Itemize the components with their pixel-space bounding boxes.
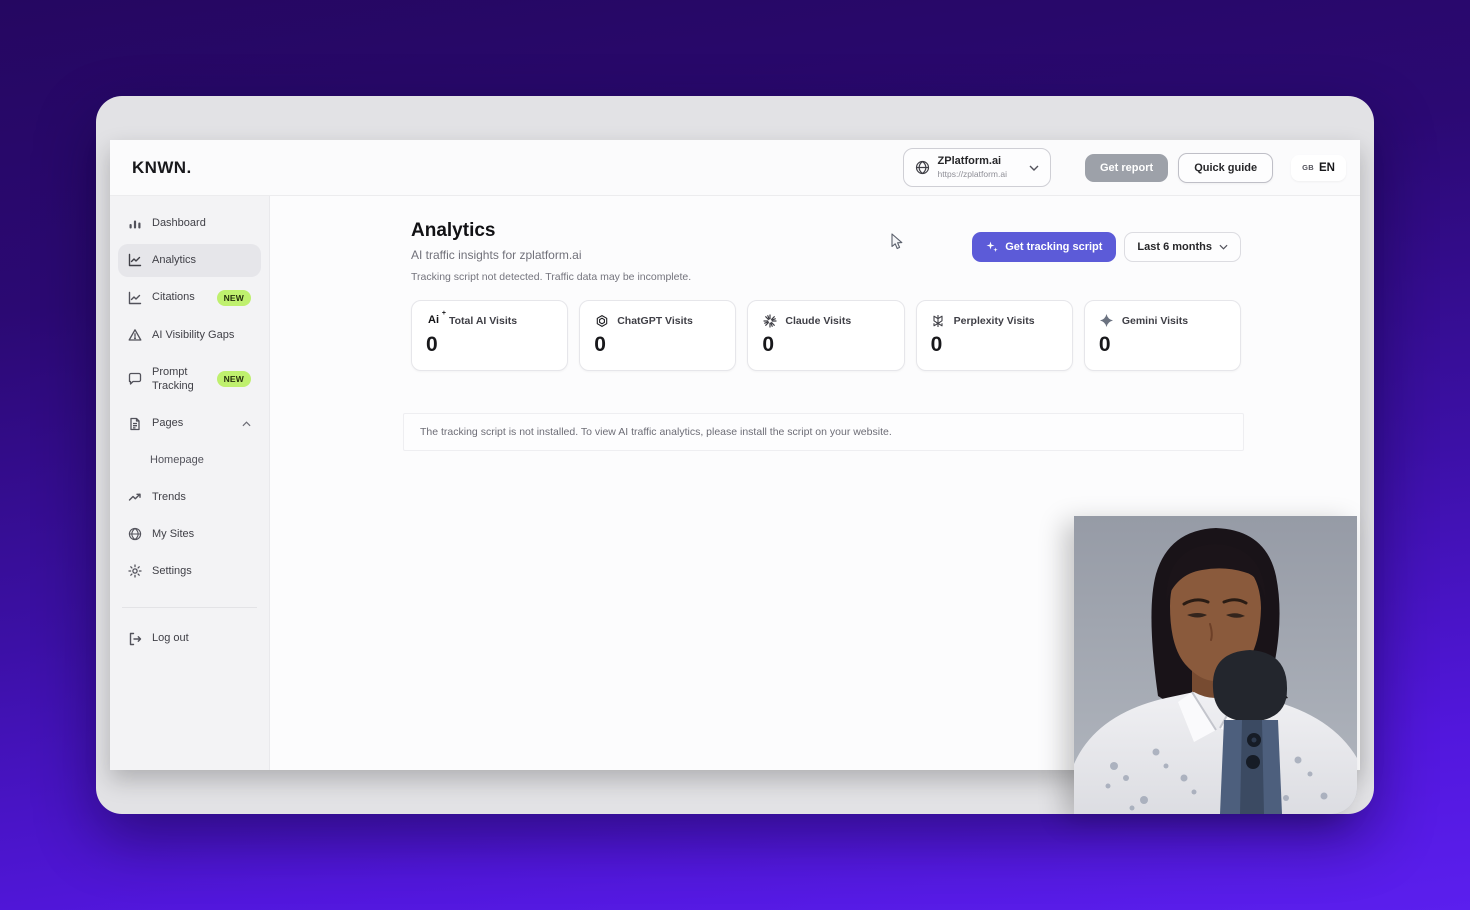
app-logo: KNWN. xyxy=(132,157,192,177)
warning-triangle-icon xyxy=(128,328,142,342)
stat-value: 0 xyxy=(594,333,606,356)
stat-label: ChatGPT Visits xyxy=(617,314,693,327)
quick-guide-button[interactable]: Quick guide xyxy=(1178,152,1274,183)
chevron-down-icon xyxy=(1029,165,1039,171)
language-code: GB xyxy=(1302,163,1315,172)
sidebar-item-label: Citations xyxy=(152,291,195,304)
sidebar-item-analytics[interactable]: Analytics xyxy=(118,243,261,277)
sidebar-item-citations[interactable]: Citations NEW xyxy=(118,281,261,315)
sidebar-item-settings[interactable]: Settings xyxy=(118,555,261,588)
sidebar: Dashboard Analytics Citations NEW xyxy=(110,196,270,770)
stat-value: 0 xyxy=(930,333,943,356)
stat-label: Claude Visits xyxy=(785,314,852,327)
stat-label: Gemini Visits xyxy=(1121,314,1189,327)
sidebar-item-label: My Sites xyxy=(152,527,195,540)
chevron-up-icon xyxy=(242,421,251,427)
site-selector-dropdown[interactable]: ZPlatform.ai https://zplatform.ai xyxy=(902,148,1051,187)
sparkles-icon xyxy=(986,241,998,253)
globe-icon xyxy=(915,160,930,175)
perplexity-icon xyxy=(931,313,946,328)
recording-frame: KNWN. ZPlatform.ai https://zplatform.ai xyxy=(96,96,1374,814)
site-url: https://zplatform.ai xyxy=(937,169,1007,180)
app-body: Dashboard Analytics Citations NEW xyxy=(110,196,1360,770)
stat-card-claude-visits: Claude Visits 0 xyxy=(747,300,905,371)
mouse-cursor xyxy=(891,233,905,256)
get-report-button[interactable]: Get report xyxy=(1085,153,1169,182)
sidebar-item-label: Prompt Tracking xyxy=(152,365,194,393)
sidebar-item-trends[interactable]: Trends xyxy=(118,481,261,514)
stat-card-perplexity-visits: Perplexity Visits 0 xyxy=(915,300,1073,371)
ai-plus-icon: Ai + xyxy=(428,310,446,326)
sidebar-item-label: Settings xyxy=(152,564,192,577)
page-actions: Get tracking script Last 6 months xyxy=(972,232,1241,262)
gemini-star-icon xyxy=(1099,313,1114,328)
chevron-down-icon xyxy=(1219,244,1228,250)
sidebar-item-label: Analytics xyxy=(152,253,197,266)
bar-chart-icon xyxy=(128,216,142,230)
sidebar-item-prompt-tracking[interactable]: Prompt Tracking NEW xyxy=(118,356,261,404)
app-window: KNWN. ZPlatform.ai https://zplatform.ai xyxy=(110,140,1360,770)
sidebar-item-label: Trends xyxy=(152,490,186,503)
document-icon xyxy=(128,417,142,431)
globe-icon xyxy=(128,527,142,541)
webcam-overlay xyxy=(1074,516,1357,814)
sidebar-item-dashboard[interactable]: Dashboard xyxy=(118,207,261,240)
chat-bubble-icon xyxy=(128,372,142,386)
sidebar-divider xyxy=(122,607,257,609)
sidebar-item-logout[interactable]: Log out xyxy=(118,622,261,655)
language-selector[interactable]: GB EN xyxy=(1291,154,1346,181)
openai-icon xyxy=(594,313,609,328)
stat-card-gemini-visits: Gemini Visits 0 xyxy=(1083,300,1242,371)
page-title: Analytics xyxy=(411,220,496,241)
tracking-script-banner: The tracking script is not installed. To… xyxy=(403,413,1244,451)
new-badge: NEW xyxy=(216,371,251,388)
gear-icon xyxy=(128,564,142,578)
site-name: ZPlatform.ai xyxy=(937,155,1002,168)
sidebar-item-my-sites[interactable]: My Sites xyxy=(118,518,261,551)
line-chart-icon xyxy=(128,291,142,305)
stats-row: Ai + Total AI Visits 0 xyxy=(411,300,1242,371)
stat-label: Perplexity Visits xyxy=(953,314,1035,327)
stat-label: Total AI Visits xyxy=(449,314,518,327)
get-tracking-script-button[interactable]: Get tracking script xyxy=(972,232,1117,262)
stat-card-chatgpt-visits: ChatGPT Visits 0 xyxy=(579,300,737,371)
sidebar-item-label: Pages xyxy=(152,417,184,430)
app-header: KNWN. ZPlatform.ai https://zplatform.ai xyxy=(110,140,1360,196)
stat-card-total-ai-visits: Ai + Total AI Visits 0 xyxy=(411,300,569,371)
sidebar-item-ai-visibility-gaps[interactable]: AI Visibility Gaps xyxy=(118,319,261,352)
tracking-status-note: Tracking script not detected. Traffic da… xyxy=(411,271,692,283)
stat-value: 0 xyxy=(1098,333,1111,356)
claude-starburst-icon xyxy=(762,313,777,328)
sidebar-item-label: Homepage xyxy=(150,454,204,467)
sidebar-item-homepage[interactable]: Homepage xyxy=(118,444,261,477)
header-actions: ZPlatform.ai https://zplatform.ai Get re… xyxy=(902,148,1346,187)
sidebar-item-label: AI Visibility Gaps xyxy=(152,328,235,341)
sidebar-item-label: Log out xyxy=(152,632,189,645)
line-chart-icon xyxy=(128,253,142,267)
presenter-image xyxy=(1074,516,1357,814)
trend-up-icon xyxy=(128,490,142,504)
sidebar-item-label: Dashboard xyxy=(152,217,206,229)
page-subtitle: AI traffic insights for zplatform.ai xyxy=(411,248,582,262)
new-badge: NEW xyxy=(216,289,251,306)
sidebar-item-pages[interactable]: Pages xyxy=(118,407,261,440)
page-heading-block: Analytics AI traffic insights for zplatf… xyxy=(411,220,691,283)
language-label: EN xyxy=(1319,161,1335,174)
date-range-dropdown[interactable]: Last 6 months xyxy=(1124,232,1241,262)
stat-value: 0 xyxy=(762,333,775,356)
logout-icon xyxy=(128,632,142,646)
stat-value: 0 xyxy=(426,333,438,356)
